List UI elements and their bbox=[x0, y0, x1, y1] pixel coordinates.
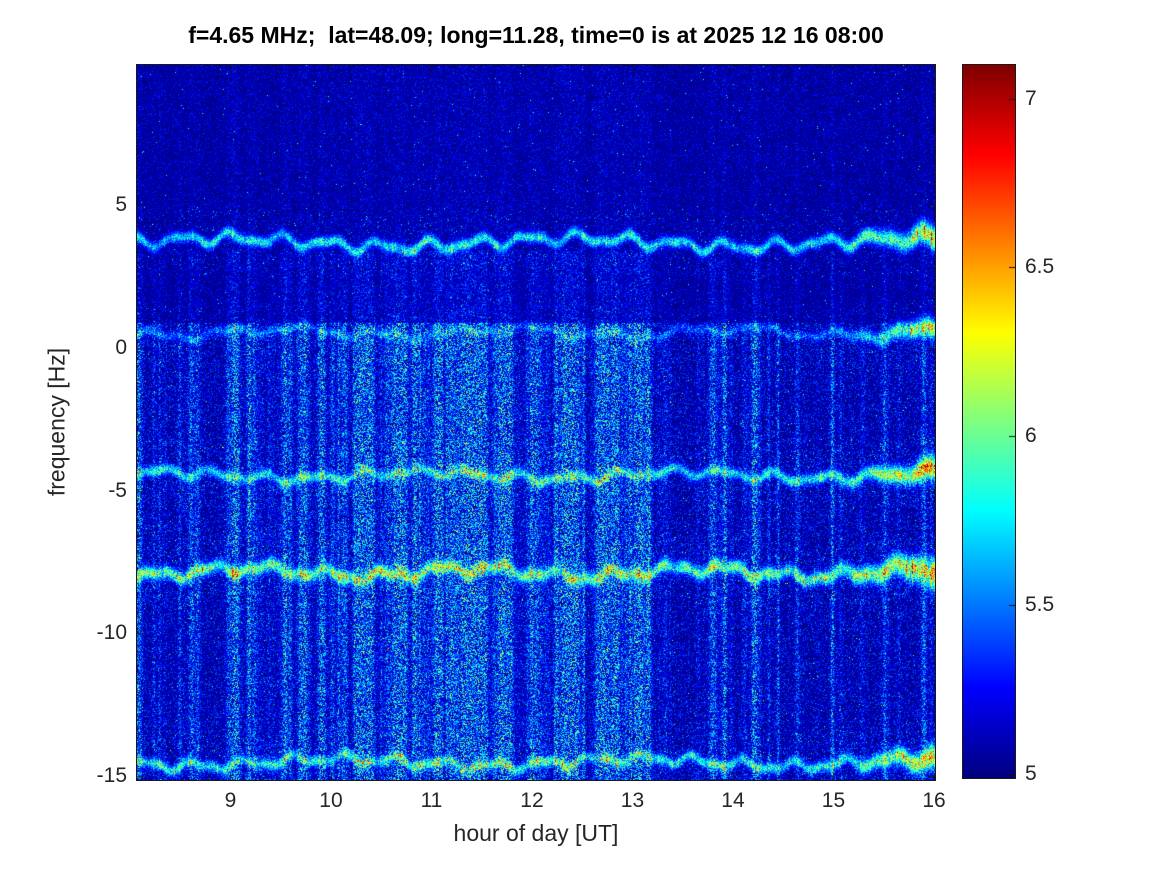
colorbar-tick-label: 6.5 bbox=[1025, 255, 1055, 279]
x-tick-label: 11 bbox=[420, 789, 443, 812]
y-tick-label: -15 bbox=[96, 764, 127, 788]
colorbar-tick-label: 6 bbox=[1025, 424, 1037, 448]
x-tick-label: 16 bbox=[922, 789, 946, 812]
colorbar bbox=[963, 65, 1015, 778]
y-tick-label: 0 bbox=[115, 335, 127, 359]
y-tick-label: -5 bbox=[108, 478, 127, 502]
spectrogram-canvas bbox=[137, 65, 935, 780]
y-tick-label: -10 bbox=[96, 621, 127, 645]
x-tick-label: 10 bbox=[319, 789, 343, 812]
colorbar-tick-label: 5 bbox=[1025, 761, 1037, 785]
y-tick-label: 5 bbox=[115, 192, 127, 216]
y-axis-label: frequency [Hz] bbox=[43, 347, 70, 497]
chart-title: f=4.65 MHz; lat=48.09; long=11.28, time=… bbox=[188, 22, 884, 48]
x-tick-label: 12 bbox=[520, 789, 544, 812]
x-tick-label: 9 bbox=[224, 789, 237, 812]
x-tick-label: 13 bbox=[620, 789, 645, 812]
colorbar-tick-label: 5.5 bbox=[1025, 592, 1055, 616]
x-axis-label: hour of day [UT] bbox=[453, 820, 619, 846]
x-tick-label: 14 bbox=[721, 789, 745, 812]
x-tick-label: 15 bbox=[821, 789, 846, 812]
colorbar-tick-label: 7 bbox=[1025, 86, 1037, 110]
